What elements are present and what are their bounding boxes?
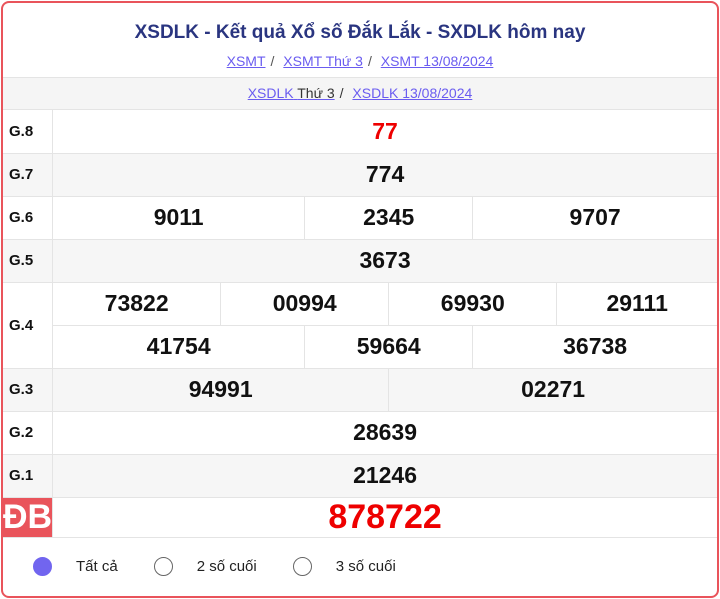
radio-icon[interactable] xyxy=(292,557,312,576)
row-g4b: 41754 59664 36738 xyxy=(3,325,717,369)
prize-value: 774 xyxy=(52,153,717,197)
special-badge: ĐB xyxy=(3,497,53,538)
crumb-xsmt-date[interactable]: XSMT 13/08/2024 xyxy=(380,53,494,69)
row-special: ĐB 878722 xyxy=(3,497,717,538)
prize-value: 29111 xyxy=(556,282,717,326)
page-title: XSDLK - Kết quả Xổ số Đắk Lắk - SXDLK hô… xyxy=(134,22,586,43)
prize-value: 36738 xyxy=(472,325,717,369)
results-table: G.8 77 G.7 774 G.6 9011 2345 9707 G.5 3673 G.4… xyxy=(3,110,717,538)
breadcrumb: XSMT / XSMT Thứ 3/ XSMT 13/08/2024 xyxy=(226,53,494,69)
row-g3: G.3 94991 02271 xyxy=(3,368,717,412)
filter-last-3[interactable]: 3 số cuối xyxy=(292,557,396,576)
row-g7: G.7 774 xyxy=(3,153,717,197)
radio-checked-icon[interactable] xyxy=(33,557,52,576)
special-prize-value: 878722 xyxy=(52,497,717,538)
row-g5: G.5 3673 xyxy=(3,239,717,283)
prize-value: 00994 xyxy=(220,282,389,326)
row-g1: G.1 21246 xyxy=(3,454,717,498)
sub-breadcrumb: XSDLK Thứ 3/ XSDLK 13/08/2024 xyxy=(3,77,717,110)
crumb-xsmt[interactable]: XSMT xyxy=(226,53,266,69)
link-xsdlk-date[interactable]: XSDLK 13/08/2024 xyxy=(352,85,473,101)
prize-value: 41754 xyxy=(52,325,305,369)
radio-icon[interactable] xyxy=(153,557,173,576)
row-g4: G.4 73822 00994 69930 29111 xyxy=(3,282,717,369)
link-xsdlk-thu3[interactable]: XSDLK Thứ 3 xyxy=(247,85,335,101)
prize-value: 21246 xyxy=(52,454,717,498)
filter-last-2[interactable]: 2 số cuối xyxy=(153,557,257,576)
digit-filter: Tất cả 2 số cuối 3 số cuối xyxy=(3,538,717,596)
prize-value: 59664 xyxy=(304,325,473,369)
filter-all[interactable]: Tất cả xyxy=(33,557,118,576)
row-g8: G.8 77 xyxy=(3,110,717,154)
header: XSDLK - Kết quả Xổ số Đắk Lắk - SXDLK hô… xyxy=(3,3,717,77)
prize-value: 9707 xyxy=(472,196,717,240)
row-g2: G.2 28639 xyxy=(3,411,717,455)
prize-value: 9011 xyxy=(52,196,305,240)
row-g6: G.6 9011 2345 9707 xyxy=(3,196,717,240)
prize-value: 77 xyxy=(52,110,717,154)
prize-value: 3673 xyxy=(52,239,717,283)
prize-value: 28639 xyxy=(52,411,717,455)
prize-value: 73822 xyxy=(52,282,221,326)
prize-value: 69930 xyxy=(388,282,557,326)
prize-value: 94991 xyxy=(52,368,389,412)
prize-value: 2345 xyxy=(304,196,473,240)
prize-value: 02271 xyxy=(388,368,717,412)
crumb-xsmt-thu3[interactable]: XSMT Thứ 3 xyxy=(283,53,363,69)
